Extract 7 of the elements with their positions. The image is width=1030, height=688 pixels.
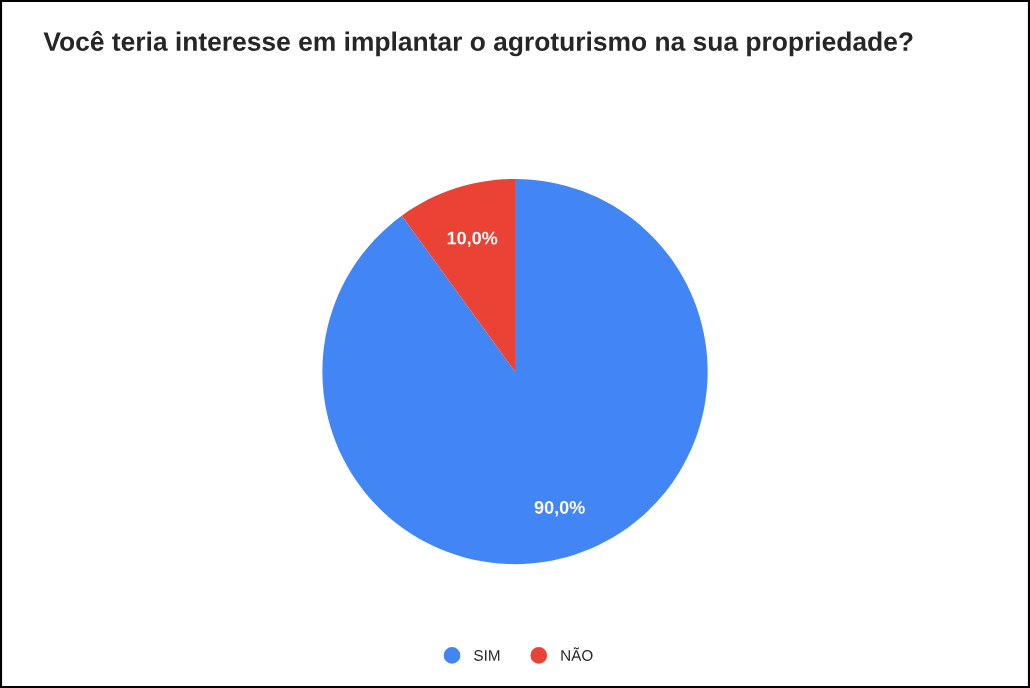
pie-slice: [401, 178, 515, 372]
legend-label: SIM: [474, 650, 500, 661]
legend-label: NÃO: [561, 647, 593, 661]
chart-title: Você teria interesse em implantar o agroturismo na sua propriedade?: [43, 30, 913, 57]
pie-slice: [322, 178, 708, 565]
data-label: 10,0%: [447, 231, 498, 248]
data-label: 90,0%: [534, 500, 585, 517]
